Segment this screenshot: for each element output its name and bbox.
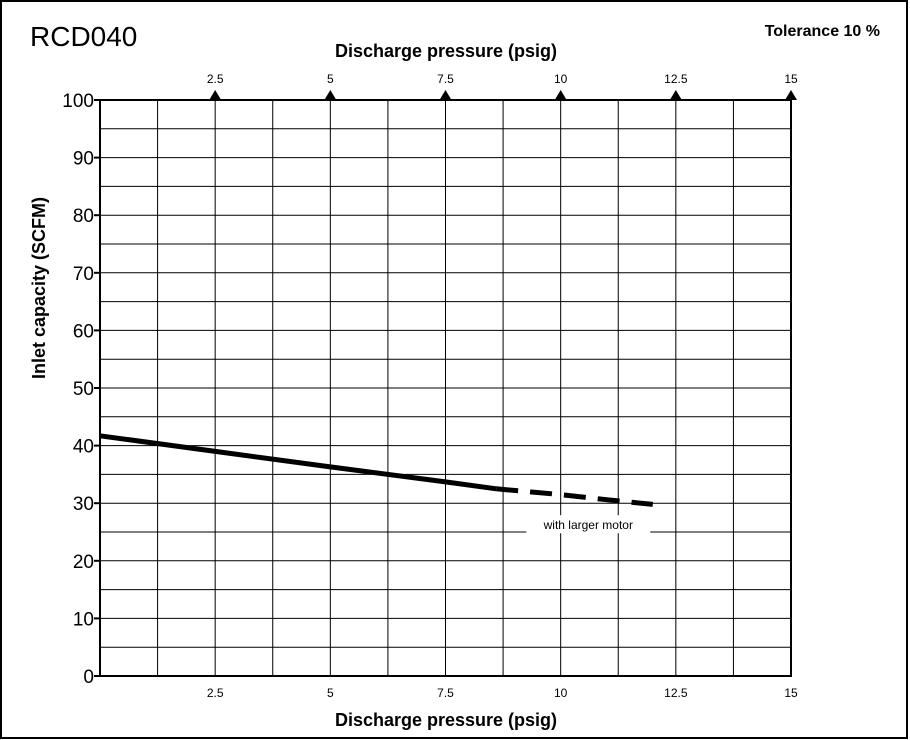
- series-line-solid: [99, 433, 497, 492]
- x-tick-label-top: 15: [784, 72, 798, 86]
- x-tick-triangle: [209, 90, 222, 100]
- y-tick-label: 80: [73, 206, 94, 227]
- x-tick-label-top: 12.5: [664, 72, 688, 86]
- chart-title: RCD040: [30, 21, 137, 52]
- x-axis-title-top: Discharge pressure (psig): [335, 41, 557, 61]
- y-tick-label: 100: [62, 91, 94, 112]
- y-tick-label: 50: [73, 379, 94, 400]
- annotation-background: [526, 515, 651, 534]
- y-tick-label: 90: [73, 149, 94, 170]
- x-tick-label-bottom: 15: [784, 686, 798, 700]
- x-tick-label-bottom: 5: [327, 686, 334, 700]
- x-tick-label-top: 5: [327, 72, 334, 86]
- y-tick-label: 40: [73, 437, 94, 458]
- y-tick-label: 30: [73, 494, 94, 515]
- x-tick-triangle: [439, 90, 452, 100]
- y-tick-label: 60: [73, 321, 94, 342]
- ticks: 0 10 20 30 40 50 60 70 80 90 100 2.5 2.5 5 5 7.5 7.5 10 10…: [62, 72, 798, 700]
- y-tick-label: 10: [73, 609, 94, 630]
- x-tick-triangle: [324, 90, 337, 100]
- grid: [100, 100, 791, 676]
- x-tick-label-bottom: 2.5: [207, 686, 224, 700]
- tolerance-label: Tolerance 10 %: [765, 23, 880, 40]
- labels: RCD040 Tolerance 10 % Discharge pressure…: [29, 21, 880, 730]
- y-tick-label: 70: [73, 264, 94, 285]
- x-tick-label-bottom: 12.5: [664, 686, 688, 700]
- x-tick-label-top: 10: [554, 72, 568, 86]
- x-tick-label-bottom: 7.5: [437, 686, 454, 700]
- y-tick-label: 20: [73, 552, 94, 573]
- x-axis-title: Discharge pressure (psig): [335, 710, 557, 730]
- annotation-text: with larger motor: [543, 518, 633, 532]
- x-tick-triangle: [669, 90, 682, 100]
- y-tick-label: 0: [83, 667, 94, 688]
- x-tick-triangle: [785, 90, 797, 100]
- series-group: with larger motor: [99, 433, 654, 534]
- x-tick-label-top: 7.5: [437, 72, 454, 86]
- x-tick-label-bottom: 10: [554, 686, 568, 700]
- x-tick-label-top: 2.5: [207, 72, 224, 86]
- y-axis-title: Inlet capacity (SCFM): [29, 197, 49, 379]
- x-tick-triangle: [554, 90, 567, 100]
- series-line-dashed: [495, 486, 654, 507]
